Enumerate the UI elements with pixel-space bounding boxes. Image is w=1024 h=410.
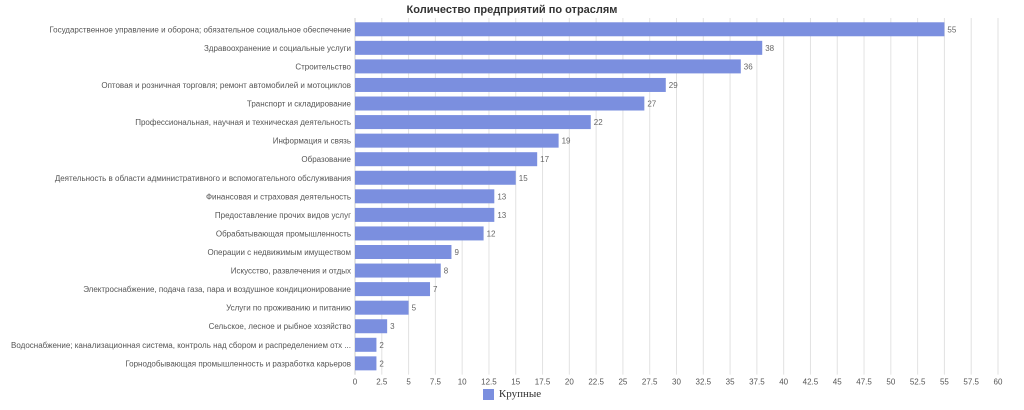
data-label: 27 (647, 100, 656, 109)
category-label: Электроснабжение, подача газа, пара и во… (83, 285, 351, 294)
data-label: 3 (390, 322, 395, 331)
x-tick-label: 10 (458, 378, 467, 387)
bar[interactable] (355, 59, 741, 74)
bar[interactable] (355, 115, 591, 130)
data-label: 2 (379, 359, 384, 368)
category-label: Горнодобывающая промышленность и разрабо… (125, 359, 351, 368)
category-label: Строительство (295, 62, 351, 71)
x-tick-label: 40 (779, 378, 788, 387)
bar[interactable] (355, 152, 538, 167)
x-tick-label: 60 (994, 378, 1003, 387)
x-tick-label: 22.5 (588, 378, 604, 387)
bar[interactable] (355, 133, 559, 148)
data-label: 19 (562, 137, 571, 146)
category-label: Профессиональная, научная и техническая … (135, 118, 351, 127)
category-label: Деятельность в области административного… (55, 174, 351, 183)
data-label: 13 (497, 192, 506, 201)
x-tick-label: 47.5 (856, 378, 872, 387)
x-tick-label: 42.5 (803, 378, 819, 387)
category-label: Здравоохранение и социальные услуги (204, 44, 351, 53)
x-tick-label: 32.5 (696, 378, 712, 387)
chart-title: Количество предприятий по отраслям (406, 4, 618, 16)
category-label: Операции с недвижимым имуществом (207, 248, 351, 257)
x-tick-label: 7.5 (430, 378, 442, 387)
data-label: 13 (497, 211, 506, 220)
category-label: Предоставление прочих видов услуг (215, 211, 351, 220)
data-label: 15 (519, 174, 528, 183)
x-tick-label: 55 (940, 378, 949, 387)
category-label: Финансовая и страховая деятельность (206, 192, 351, 201)
category-label: Водоснабжение; канализационная система, … (11, 341, 351, 350)
bar[interactable] (355, 337, 377, 352)
data-label: 5 (412, 304, 417, 313)
x-tick-label: 52.5 (910, 378, 926, 387)
bar[interactable] (355, 245, 452, 259)
data-label: 38 (765, 44, 774, 53)
x-tick-label: 30 (672, 378, 681, 387)
data-label: 2 (379, 341, 384, 350)
data-label: 36 (744, 62, 753, 71)
data-label: 12 (487, 229, 496, 238)
chart-legend[interactable]: Крупные (0, 388, 1024, 400)
data-label: 29 (669, 81, 678, 90)
x-tick-label: 2.5 (376, 378, 388, 387)
category-label: Транспорт и складирование (247, 100, 352, 109)
category-label: Сельское, лесное и рыбное хозяйство (209, 322, 352, 331)
category-label: Информация и связь (273, 137, 351, 146)
bar[interactable] (355, 300, 409, 315)
x-tick-label: 25 (618, 378, 627, 387)
category-label: Государственное управление и оборона; об… (49, 25, 351, 34)
data-label: 8 (444, 267, 449, 276)
category-label: Искусство, развлечения и отдых (231, 267, 351, 276)
category-label: Оптовая и розничная торговля; ремонт авт… (101, 81, 351, 90)
x-tick-label: 45 (833, 378, 842, 387)
data-label: 55 (947, 25, 956, 34)
x-tick-label: 27.5 (642, 378, 658, 387)
x-tick-label: 35 (726, 378, 735, 387)
x-tick-label: 15 (511, 378, 520, 387)
x-tick-label: 20 (565, 378, 574, 387)
category-label: Образование (301, 155, 351, 164)
legend-swatch (482, 388, 494, 400)
x-tick-label: 0 (353, 378, 358, 387)
x-tick-label: 37.5 (749, 378, 765, 387)
category-label: Услуги по проживанию и питанию (226, 304, 351, 313)
bar[interactable] (355, 226, 484, 241)
data-label: 22 (594, 118, 603, 127)
bar[interactable] (355, 22, 945, 37)
bar[interactable] (355, 189, 495, 204)
x-tick-label: 50 (886, 378, 895, 387)
data-label: 7 (433, 285, 438, 294)
bar[interactable] (355, 319, 388, 334)
bar[interactable] (355, 282, 431, 297)
data-label: 9 (454, 248, 459, 257)
bar[interactable] (355, 170, 516, 185)
legend-label: Крупные (498, 388, 542, 400)
data-label: 17 (540, 155, 549, 164)
x-tick-label: 5 (406, 378, 411, 387)
x-tick-label: 17.5 (535, 378, 551, 387)
bar[interactable] (355, 96, 645, 111)
x-tick-label: 12.5 (481, 378, 497, 387)
category-label: Обрабатывающая промышленность (216, 229, 351, 238)
bar[interactable] (355, 263, 441, 278)
bar[interactable] (355, 356, 377, 371)
bar[interactable] (355, 40, 763, 55)
bar[interactable] (355, 77, 666, 92)
x-tick-label: 57.5 (963, 378, 979, 387)
bar[interactable] (355, 207, 495, 222)
